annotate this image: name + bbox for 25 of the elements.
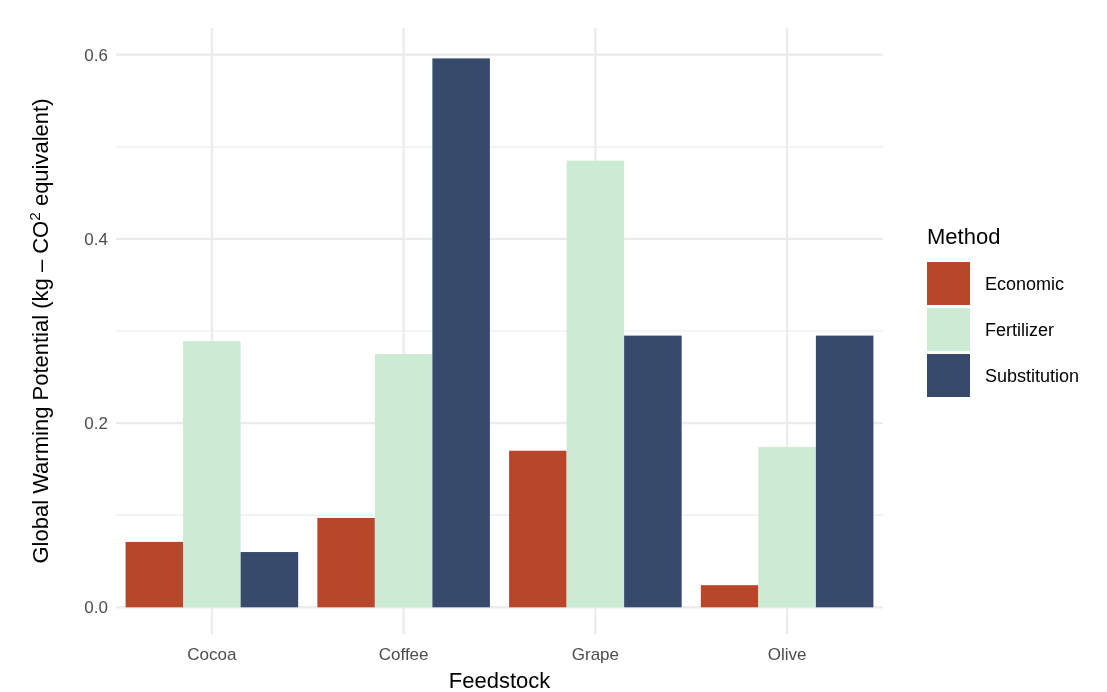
- y-tick-label: 0.6: [84, 45, 108, 65]
- x-axis-title: Feedstock: [448, 668, 552, 692]
- bar: [125, 541, 184, 608]
- x-tick-label: Coffee: [378, 645, 429, 664]
- x-tick-label: Olive: [767, 645, 807, 664]
- bar: [700, 585, 759, 608]
- bar: [317, 517, 375, 608]
- y-tick-label: 0.0: [84, 598, 108, 618]
- bar: [758, 447, 816, 608]
- bar: [432, 58, 490, 608]
- bar: [240, 552, 299, 608]
- legend-label: Fertilizer: [985, 320, 1055, 341]
- legend-label: Substitution: [985, 366, 1080, 387]
- x-tick-label: Grape: [571, 645, 619, 664]
- bar: [624, 335, 682, 608]
- y-tick-label: 0.4: [84, 229, 108, 249]
- bar: [183, 341, 241, 608]
- bar: [815, 335, 874, 608]
- legend-title: Method: [927, 224, 1001, 249]
- bar: [509, 450, 567, 608]
- bar: [566, 160, 625, 608]
- x-tick-label: Cocoa: [187, 645, 237, 664]
- bar: [374, 354, 433, 608]
- legend-label: Economic: [985, 274, 1065, 295]
- y-tick-label: 0.2: [84, 414, 108, 434]
